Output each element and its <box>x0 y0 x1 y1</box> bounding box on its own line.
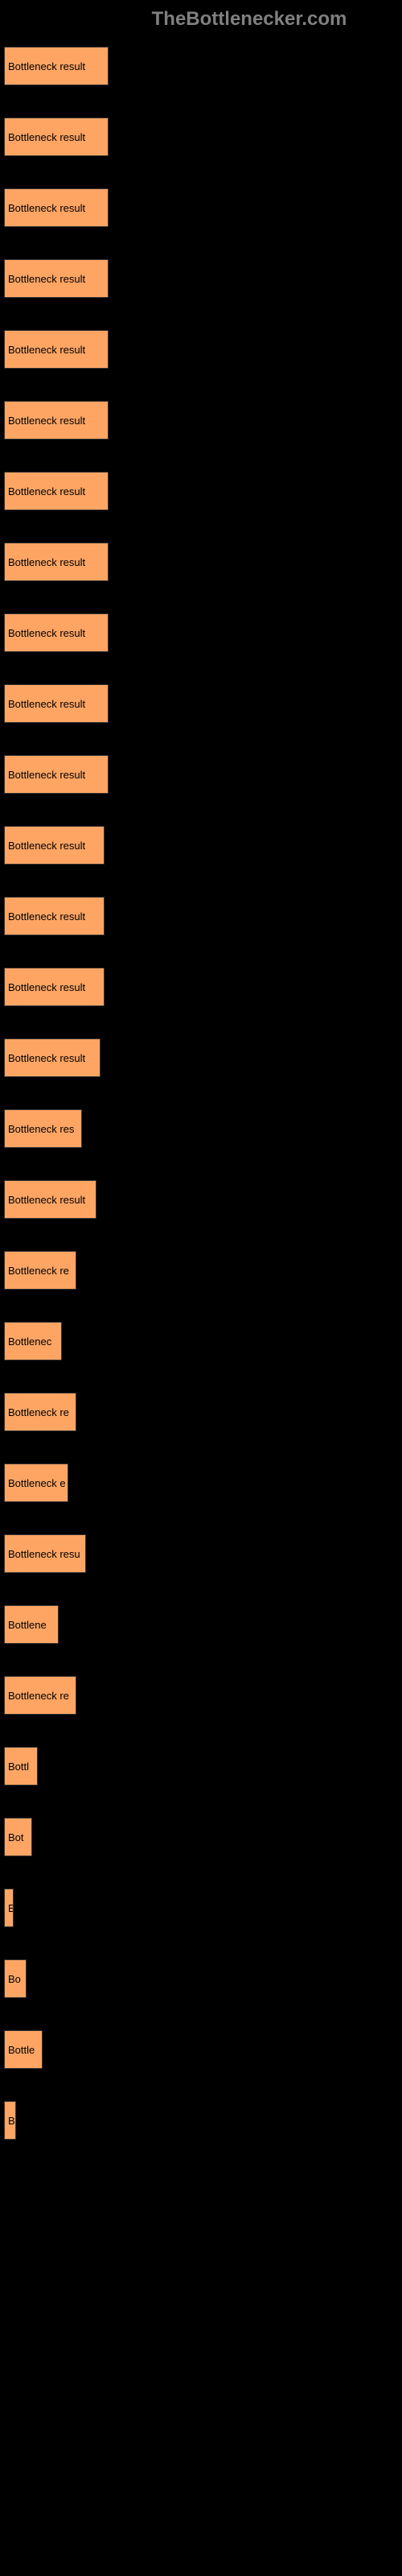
bar-label: Bottleneck result <box>8 1052 85 1064</box>
bar-label: Bottlenec <box>8 1335 51 1348</box>
bar: Bottleneck re <box>4 1393 76 1431</box>
bar-label: Bo <box>8 1973 21 1985</box>
bar-label: Bottleneck e <box>8 1477 66 1489</box>
bar-row: Bottleneck result <box>4 188 402 227</box>
bar-row: Bottleneck re <box>4 1676 402 1715</box>
bar: Bottlene <box>4 1605 59 1644</box>
bar-label: Bottleneck result <box>8 415 85 427</box>
bar-row: Bottleneck res <box>4 1109 402 1148</box>
bar-row: Bottleneck resu <box>4 1534 402 1573</box>
bar: Bottleneck result <box>4 613 109 652</box>
bar-row: Bottleneck result <box>4 259 402 298</box>
bar: Bottleneck result <box>4 330 109 369</box>
bar-row: Bottleneck result <box>4 401 402 440</box>
bar-row: Bottleneck result <box>4 543 402 581</box>
bar: Bottleneck result <box>4 543 109 581</box>
bar: Bottleneck result <box>4 826 105 865</box>
bar: B <box>4 2101 16 2140</box>
bar: Bo <box>4 1959 27 1998</box>
bar-row: Bot <box>4 1818 402 1856</box>
bar-label: Bottleneck result <box>8 840 85 852</box>
bar-row: Bottleneck result <box>4 613 402 652</box>
bar-label: B <box>8 1902 14 1914</box>
bar-row: Bottle <box>4 2030 402 2069</box>
bar-label: Bottleneck result <box>8 344 85 356</box>
bar: Bottleneck result <box>4 47 109 85</box>
bar-row: Bottleneck re <box>4 1251 402 1290</box>
bar-label: Bottleneck result <box>8 1194 85 1206</box>
bar: Bottl <box>4 1747 38 1785</box>
bar: Bottleneck result <box>4 118 109 156</box>
bar-label: Bottleneck re <box>8 1406 69 1418</box>
bar-label: Bottl <box>8 1761 29 1773</box>
bar: Bottleneck result <box>4 259 109 298</box>
bar: Bottleneck re <box>4 1251 76 1290</box>
bar-row: Bottleneck result <box>4 118 402 156</box>
bar: Bottleneck resu <box>4 1534 86 1573</box>
bar: Bottleneck e <box>4 1463 68 1502</box>
bar-row: B <box>4 2101 402 2140</box>
bar: Bottleneck result <box>4 401 109 440</box>
bar-row: Bottleneck result <box>4 684 402 723</box>
bar-label: Bottleneck result <box>8 698 85 710</box>
bar-chart: Bottleneck result Bottleneck result Bottle… <box>0 47 402 2140</box>
bar-label: Bottleneck re <box>8 1265 69 1277</box>
bar: Bottleneck result <box>4 968 105 1006</box>
bar-row: Bottleneck re <box>4 1393 402 1431</box>
bar: Bottleneck result <box>4 188 109 227</box>
bar-row: Bottleneck result <box>4 47 402 85</box>
bar-label: Bottleneck result <box>8 202 85 214</box>
bar-row: Bottleneck result <box>4 330 402 369</box>
bar-row: Bottl <box>4 1747 402 1785</box>
bar-label: Bottleneck result <box>8 485 85 497</box>
bar: B <box>4 1889 14 1927</box>
bar: Bot <box>4 1818 32 1856</box>
bar-label: Bottleneck result <box>8 556 85 568</box>
bar: Bottleneck result <box>4 1180 96 1219</box>
bar-row: Bottlene <box>4 1605 402 1644</box>
bar-row: Bottleneck result <box>4 755 402 794</box>
bar-label: Bottleneck result <box>8 910 85 923</box>
bar-label: Bottleneck re <box>8 1690 69 1702</box>
bar-row: Bottleneck result <box>4 1038 402 1077</box>
bar: Bottleneck result <box>4 472 109 510</box>
bar-label: Bottleneck result <box>8 627 85 639</box>
bar: Bottleneck result <box>4 1038 100 1077</box>
bar-row: Bottleneck result <box>4 826 402 865</box>
bar-label: Bottleneck resu <box>8 1548 80 1560</box>
bar-label: Bottle <box>8 2044 35 2056</box>
bar-label: Bot <box>8 1831 24 1843</box>
bar-row: B <box>4 1889 402 1927</box>
bar: Bottleneck result <box>4 684 109 723</box>
bar-row: Bottleneck result <box>4 1180 402 1219</box>
bar-label: Bottleneck result <box>8 131 85 143</box>
bar-row: Bottlenec <box>4 1322 402 1360</box>
bar-row: Bottleneck result <box>4 897 402 935</box>
bar: Bottleneck result <box>4 755 109 794</box>
bar: Bottlenec <box>4 1322 62 1360</box>
bar-label: Bottlene <box>8 1619 47 1631</box>
bar-label: Bottleneck res <box>8 1123 74 1135</box>
bar-label: B <box>8 2115 15 2127</box>
bar: Bottle <box>4 2030 43 2069</box>
bar-row: Bottleneck result <box>4 472 402 510</box>
bar: Bottleneck res <box>4 1109 82 1148</box>
bar: Bottleneck re <box>4 1676 76 1715</box>
bar: Bottleneck result <box>4 897 105 935</box>
bar-label: Bottleneck result <box>8 60 85 72</box>
bar-row: Bottleneck result <box>4 968 402 1006</box>
bar-label: Bottleneck result <box>8 769 85 781</box>
bar-row: Bo <box>4 1959 402 1998</box>
bar-label: Bottleneck result <box>8 981 85 993</box>
site-header: TheBottlenecker.com <box>0 8 402 31</box>
bar-row: Bottleneck e <box>4 1463 402 1502</box>
bar-label: Bottleneck result <box>8 273 85 285</box>
